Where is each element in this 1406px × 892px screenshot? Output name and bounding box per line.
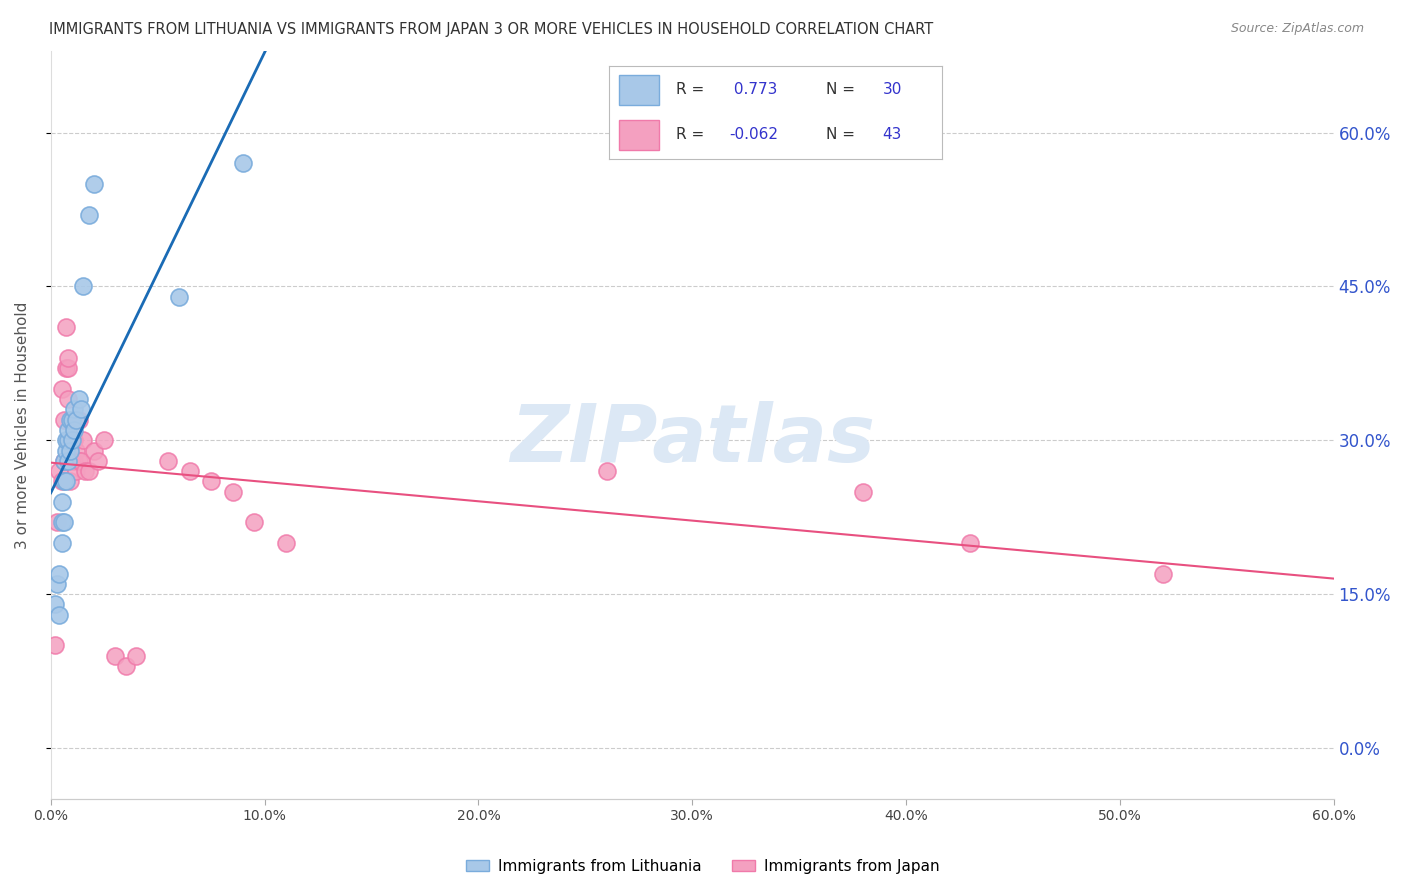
Point xyxy=(56,423,79,437)
Point xyxy=(67,413,90,427)
Point xyxy=(179,464,201,478)
Point xyxy=(232,156,254,170)
Point xyxy=(79,464,101,478)
Point xyxy=(65,464,87,478)
Point xyxy=(60,434,83,448)
Point xyxy=(69,402,91,417)
Point xyxy=(51,515,73,529)
Point xyxy=(67,454,90,468)
Point xyxy=(167,290,190,304)
Point xyxy=(157,454,180,468)
Point xyxy=(93,434,115,448)
Point xyxy=(60,413,83,427)
Point xyxy=(60,454,83,468)
Point xyxy=(114,658,136,673)
Point xyxy=(69,454,91,468)
Point xyxy=(55,361,77,376)
Point xyxy=(51,535,73,549)
Point xyxy=(52,454,75,468)
Point xyxy=(56,454,79,468)
Point xyxy=(44,638,66,652)
Point xyxy=(44,597,66,611)
Point xyxy=(56,434,79,448)
Point xyxy=(596,464,619,478)
Text: Source: ZipAtlas.com: Source: ZipAtlas.com xyxy=(1230,22,1364,36)
Point xyxy=(55,434,77,448)
Point xyxy=(87,454,110,468)
Point xyxy=(56,361,79,376)
Point xyxy=(73,464,96,478)
Point xyxy=(63,423,86,437)
Point xyxy=(55,320,77,334)
Point xyxy=(52,515,75,529)
Point xyxy=(125,648,148,663)
Point xyxy=(63,434,86,448)
Point xyxy=(59,413,82,427)
Point xyxy=(55,475,77,489)
Point xyxy=(59,475,82,489)
Point xyxy=(46,515,69,529)
Y-axis label: 3 or more Vehicles in Household: 3 or more Vehicles in Household xyxy=(15,301,30,549)
Point xyxy=(56,351,79,366)
Point xyxy=(83,443,105,458)
Point xyxy=(59,434,82,448)
Point xyxy=(221,484,243,499)
Text: ZIPatlas: ZIPatlas xyxy=(510,401,875,479)
Point xyxy=(51,475,73,489)
Point xyxy=(48,607,70,622)
Point xyxy=(243,515,266,529)
Text: IMMIGRANTS FROM LITHUANIA VS IMMIGRANTS FROM JAPAN 3 OR MORE VEHICLES IN HOUSEHO: IMMIGRANTS FROM LITHUANIA VS IMMIGRANTS … xyxy=(49,22,934,37)
Point xyxy=(104,648,127,663)
Point xyxy=(52,454,75,468)
Legend: Immigrants from Lithuania, Immigrants from Japan: Immigrants from Lithuania, Immigrants fr… xyxy=(460,853,946,880)
Point xyxy=(56,392,79,407)
Point xyxy=(67,392,90,407)
Point xyxy=(83,177,105,191)
Point xyxy=(52,413,75,427)
Point xyxy=(48,566,70,581)
Point xyxy=(72,434,94,448)
Point xyxy=(60,434,83,448)
Point xyxy=(52,475,75,489)
Point xyxy=(274,535,297,549)
Point xyxy=(200,475,222,489)
Point xyxy=(55,443,77,458)
Point xyxy=(63,402,86,417)
Point xyxy=(79,208,101,222)
Point xyxy=(63,454,86,468)
Point xyxy=(51,495,73,509)
Point xyxy=(60,413,83,427)
Point xyxy=(59,443,82,458)
Point xyxy=(65,413,87,427)
Point xyxy=(72,279,94,293)
Point xyxy=(65,443,87,458)
Point xyxy=(51,382,73,396)
Point xyxy=(48,464,70,478)
Point xyxy=(1152,566,1174,581)
Point xyxy=(852,484,875,499)
Point xyxy=(959,535,981,549)
Point xyxy=(46,576,69,591)
